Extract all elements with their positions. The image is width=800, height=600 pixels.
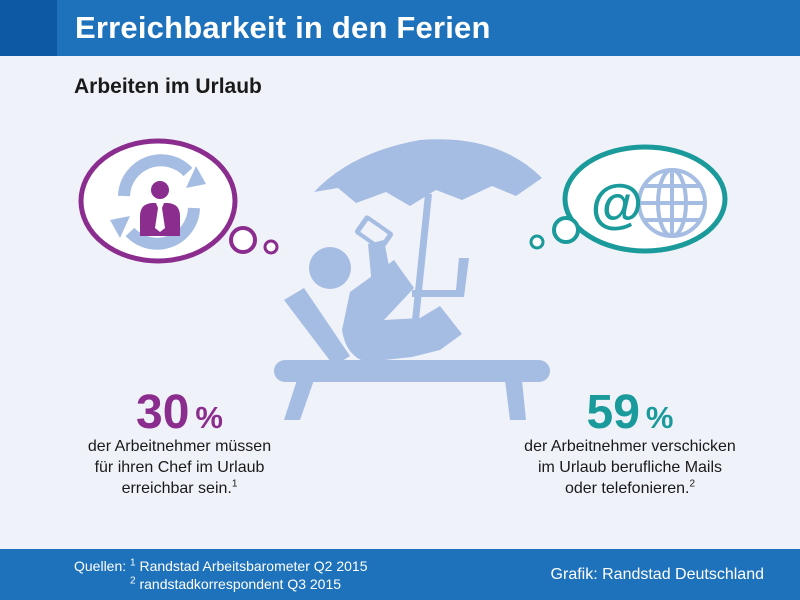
stat-right-mails: 59% der Arbeitnehmer verschicken im Urla…: [498, 389, 762, 499]
stat-left-value: 30%: [62, 389, 297, 437]
deck-chair-icon: [274, 288, 550, 420]
stat-right-number: 59: [586, 386, 640, 439]
stat-right-line3-wrap: oder telefonieren.2: [498, 478, 762, 499]
email-thought-bubble-icon: @: [529, 144, 728, 254]
stat-right-line1: der Arbeitnehmer verschicken: [524, 438, 736, 455]
at-sign-icon: @: [591, 174, 644, 234]
sources-label: Quellen:: [74, 558, 127, 574]
header-bar: Erreichbarkeit in den Ferien: [0, 0, 800, 56]
globe-icon: [637, 168, 707, 238]
stat-left-line1: der Arbeitnehmer müssen: [87, 438, 272, 455]
stat-left-line3-wrap: erreichbar sein.1: [62, 478, 297, 499]
beach-illustration: @: [78, 138, 728, 420]
stat-right-percent: %: [645, 400, 674, 435]
stat-right-footnote: 2: [689, 478, 696, 490]
stat-right-value: 59%: [498, 389, 762, 437]
stat-right-line3: oder telefonieren.: [564, 480, 690, 497]
source-2-mark: 2: [130, 575, 136, 587]
page-title: Erreichbarkeit in den Ferien: [75, 10, 491, 45]
stat-right-line2: im Urlaub berufliche Mails: [537, 459, 723, 476]
stat-left-line2: für ihren Chef im Urlaub: [94, 459, 265, 476]
source-2-text: randstadkorrespondent Q3 2015: [139, 576, 342, 592]
stat-left-footnote: 1: [231, 478, 238, 490]
stat-left-percent: %: [195, 400, 223, 435]
stat-left-reachable: 30% der Arbeitnehmer müssen für ihren Ch…: [62, 389, 297, 499]
source-1-mark: 1: [130, 557, 136, 569]
header-accent-block: [0, 0, 57, 56]
source-1: 1 Randstad Arbeitsbarometer Q2 2015: [130, 558, 367, 574]
laptop-icon: [412, 258, 469, 297]
relaxing-person-icon: [309, 240, 462, 362]
stat-left-line3: erreichbar sein.: [121, 480, 232, 497]
footer-bar: Quellen: 1 Randstad Arbeitsbarometer Q2 …: [0, 549, 800, 600]
boss-thought-bubble-icon: [78, 138, 279, 264]
stat-left-number: 30: [136, 386, 190, 439]
source-1-text: Randstad Arbeitsbarometer Q2 2015: [139, 558, 368, 574]
boss-head-icon: [151, 181, 169, 199]
source-2: 2 randstadkorrespondent Q3 2015: [130, 576, 341, 592]
graphic-credit: Grafik: Randstad Deutschland: [550, 566, 764, 583]
page-subtitle: Arbeiten im Urlaub: [74, 75, 262, 98]
